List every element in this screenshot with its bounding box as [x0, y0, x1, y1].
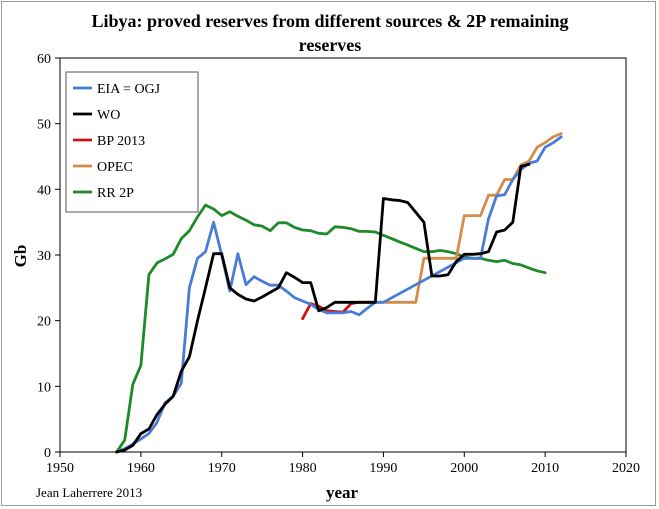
legend-label: RR 2P — [97, 186, 134, 201]
legend-box — [65, 71, 199, 213]
series-line-opec — [373, 132, 563, 304]
legend-label: OPEC — [97, 160, 133, 175]
x-axis-ticks: 1950 1960 1970 1980 1990 2000 2010 2020 — [46, 452, 640, 476]
series-line-eia-ogj — [115, 135, 563, 454]
x-tick-label: 1950 — [46, 461, 74, 476]
x-tick-label: 2010 — [531, 461, 559, 476]
legend-label: WO — [97, 108, 120, 123]
y-tick-label: 0 — [44, 446, 51, 461]
y-tick-label: 50 — [37, 118, 51, 133]
x-tick-label: 1960 — [127, 461, 155, 476]
chart-title-line-1: Libya: proved reserves from different so… — [92, 11, 569, 31]
legend-label: BP 2013 — [97, 134, 145, 149]
x-tick-label: 2000 — [450, 461, 478, 476]
y-tick-label: 10 — [37, 380, 51, 395]
legend: EIA = OGJ WO BP 2013 OPEC RR 2P — [65, 71, 199, 213]
y-axis-title: Gb — [11, 245, 30, 268]
legend-label: EIA = OGJ — [97, 82, 161, 97]
series-line-wo — [115, 162, 531, 454]
y-axis-ticks: 0 10 20 30 40 50 60 — [37, 52, 60, 461]
y-tick-label: 20 — [37, 315, 51, 330]
y-tick-label: 60 — [37, 52, 51, 67]
author-credit: Jean Laherrere 2013 — [36, 485, 142, 500]
x-tick-label: 2020 — [612, 461, 640, 476]
x-tick-label: 1970 — [208, 461, 236, 476]
y-tick-label: 40 — [37, 183, 51, 198]
x-tick-label: 1980 — [289, 461, 317, 476]
y-tick-label: 30 — [37, 249, 51, 264]
series-line-rr-2p — [115, 203, 547, 454]
chart-title-line-2: reserves — [299, 35, 362, 55]
series-layer — [115, 132, 563, 454]
x-tick-label: 1990 — [369, 461, 397, 476]
x-axis-title: year — [326, 483, 359, 502]
